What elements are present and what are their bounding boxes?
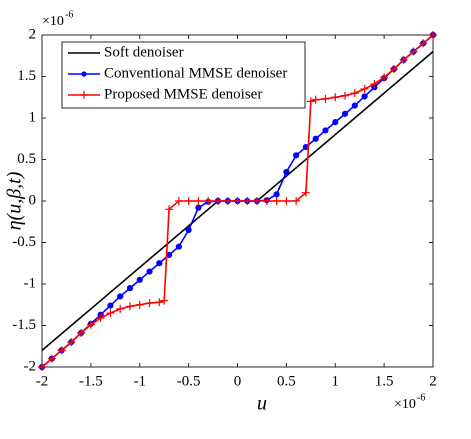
point [106,309,115,318]
point [292,197,301,205]
x-scale-base: ×10 [394,397,416,412]
point [243,197,252,205]
point [223,197,232,205]
point [360,84,369,93]
point [195,204,202,211]
point [272,197,281,205]
point [361,93,368,100]
point [306,97,315,106]
point [429,31,437,39]
point [332,119,339,126]
legend-marker [80,91,88,99]
legend-label: Conventional MMSE denoiser [104,65,287,81]
point [204,197,213,205]
point [283,168,290,176]
point [145,299,154,308]
point [174,197,183,205]
y-tick-label: -1 [24,275,37,291]
point [146,268,153,275]
x-tick-label: -2 [36,373,49,389]
point [419,39,428,48]
point [262,197,271,205]
y-tick-label: -0.5 [12,234,36,250]
point [301,188,310,197]
point [107,302,114,309]
point [117,293,124,300]
point [322,127,329,134]
x-scale-exponent: -6 [417,392,425,403]
x-tick-label: 1 [332,373,340,389]
y-scale-base: ×10 [42,14,64,29]
legend-box [61,41,306,109]
x-axis-label: u [257,393,267,415]
point [312,135,319,142]
x-tick-label: 0 [234,373,242,389]
point [350,89,359,98]
point [321,94,330,103]
point [380,73,389,82]
point [233,197,242,205]
y-tick-label: 0.5 [17,151,36,167]
point [135,300,144,309]
point [77,328,86,337]
point [184,197,193,205]
point [136,276,143,283]
point [331,93,340,102]
y-scale-exponent: -6 [65,9,73,20]
point [399,55,408,64]
point [156,260,163,267]
point [311,95,320,104]
x-tick-label: -1 [134,373,147,389]
point [175,243,182,250]
y-tick-label: -2 [24,358,37,374]
point [389,65,398,74]
y-tick-label: 1.5 [17,68,36,84]
point [194,197,203,205]
point [341,110,349,117]
point [86,320,95,329]
x-tick-label: 0.5 [277,373,296,389]
point [116,304,125,313]
legend-marker [81,71,87,77]
point [185,226,192,234]
point [38,363,46,371]
y-tick-label: 2 [29,26,37,42]
x-tick-label: 2 [429,373,437,389]
point [126,285,134,292]
y-tick-label: 0 [29,192,37,208]
point [57,346,66,355]
point [165,205,174,214]
point [341,91,350,100]
point [273,191,280,198]
x-tick-label: -1.5 [79,373,103,389]
point [160,296,169,305]
point [213,197,222,205]
x-tick-label: -0.5 [177,373,201,389]
point [67,338,76,347]
x-tick-label: 1.5 [375,373,394,389]
y-tick-label: 1 [29,109,37,125]
point [155,298,164,307]
point [351,102,358,109]
point [409,47,418,56]
point [96,314,105,323]
y-tick-label: -1.5 [12,317,36,333]
point [125,302,134,311]
point [47,354,56,363]
legend-label: Proposed MMSE denoiser [104,86,262,102]
point [253,197,262,205]
point [293,152,300,159]
point [370,79,379,88]
y-axis-label: η(u,β,t) [4,171,26,230]
point [282,197,291,205]
legend-label: Soft denoiser [104,44,184,60]
